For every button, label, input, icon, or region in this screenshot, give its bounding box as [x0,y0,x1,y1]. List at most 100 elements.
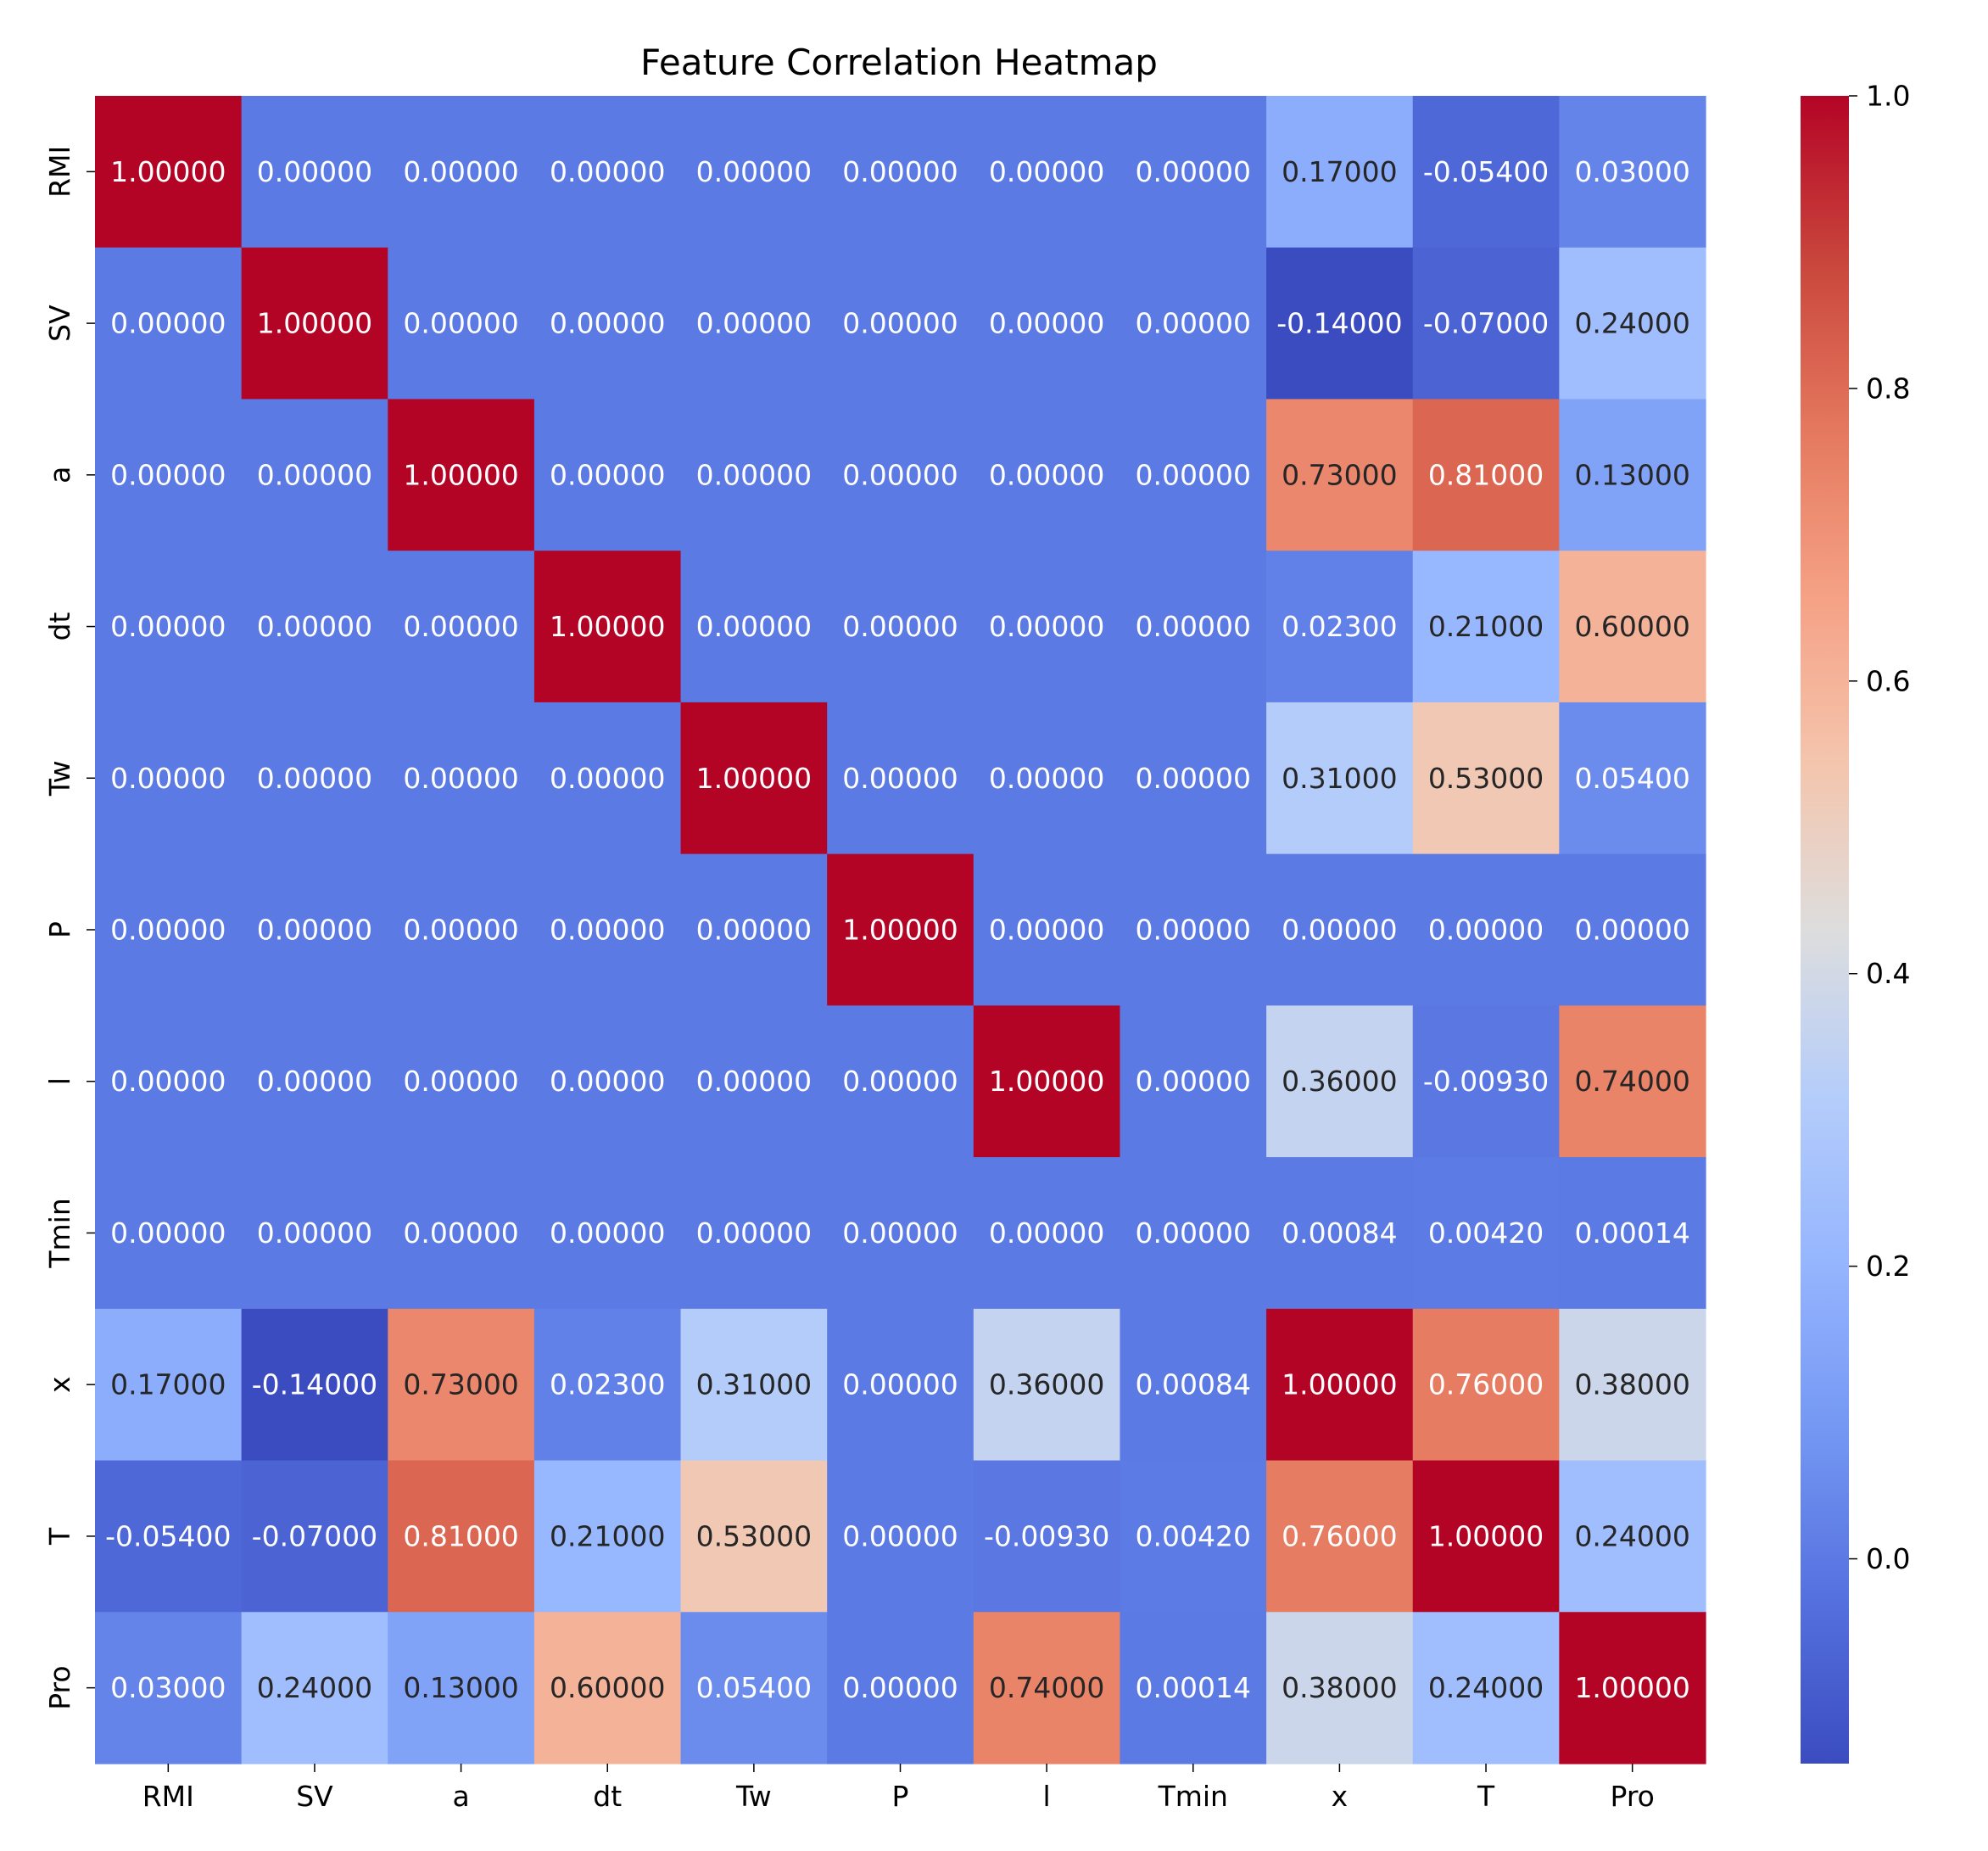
cell-value-label: 0.00000 [696,458,812,491]
y-tick-label: Pro [43,1665,76,1709]
heatmap-cell [1120,702,1267,855]
heatmap-cell [388,247,535,400]
heatmap-cell [95,1308,243,1462]
heatmap-cell [95,853,243,1006]
heatmap-cell [680,1460,828,1613]
cell-value-label: 0.21000 [1428,610,1544,643]
heatmap-cell [388,853,535,1006]
cell-value-label: 0.00420 [1428,1216,1544,1250]
cell-value-label: 0.00000 [696,155,812,188]
heatmap-cell [388,1612,535,1764]
cell-value-label: 0.00420 [1136,1519,1251,1552]
heatmap-cell [1266,702,1414,855]
heatmap-cell [95,1612,243,1764]
cell-value-label: 0.00000 [1136,155,1251,188]
colorbar-tick-label: 0.6 [1866,664,1910,697]
cell-value-label: 0.00000 [1136,1216,1251,1250]
heatmap-cell [827,1157,974,1310]
cell-value-label: 0.00000 [842,762,958,795]
y-tick-label: Tw [43,760,76,797]
cell-value-label: 0.74000 [989,1671,1104,1704]
heatmap-cell [388,96,535,249]
x-tick-label: Tmin [1158,1780,1228,1813]
cell-value-label: 0.00000 [550,458,665,491]
cell-value-label: 0.53000 [696,1519,812,1552]
colorbar-tick-label: 0.0 [1866,1542,1910,1575]
cell-value-label: 0.81000 [1428,458,1544,491]
cell-value-label: -0.00930 [984,1519,1109,1552]
x-tick-label: Tw [735,1780,772,1813]
cell-value-label: 0.74000 [1574,1065,1689,1098]
heatmap-cell [241,399,388,551]
cell-value-label: 0.00000 [257,458,372,491]
cell-value-label: 0.00000 [550,762,665,795]
heatmap-cell [827,1460,974,1613]
heatmap-cells [95,96,1706,1764]
cell-value-label: 0.60000 [550,1671,665,1704]
heatmap-cell [827,551,974,703]
cell-value-label: 0.00000 [989,762,1104,795]
heatmap-cell [533,1308,682,1462]
heatmap-cell [1412,551,1560,703]
heatmap-cell [533,702,682,855]
cell-value-label: 0.00000 [1136,610,1251,643]
heatmap-cell [241,1308,388,1462]
cell-value-label: 0.00000 [989,914,1104,947]
heatmap-cell [827,1308,974,1462]
cell-value-label: 0.00000 [1428,914,1544,947]
y-tick-label: a [43,467,76,484]
heatmap-cell-labels: 1.00000 0.00000 0.00000 0.00000 0.00000 0.000… [105,155,1690,1704]
cell-value-label: 0.03000 [1574,155,1689,188]
heatmap-cell [827,399,974,551]
heatmap-cell [680,853,828,1006]
cell-value-label: -0.07000 [252,1519,377,1552]
cell-value-label: 0.17000 [1282,155,1397,188]
cell-value-label: 0.00000 [403,307,518,340]
x-tick-label: l [1043,1780,1051,1813]
heatmap-cell [95,1005,243,1158]
colorbar-tick-label: 0.2 [1866,1250,1910,1283]
cell-value-label: 0.00000 [696,307,812,340]
heatmap-cell [973,1460,1121,1613]
cell-value-label: 1.00000 [1282,1368,1397,1401]
cell-value-label: 0.24000 [257,1671,372,1704]
cell-value-label: 0.00000 [110,1065,226,1098]
cell-value-label: 0.00000 [110,914,226,947]
cell-value-label: 0.73000 [403,1368,518,1401]
heatmap-cell [1266,853,1414,1006]
heatmap-cell [1120,399,1267,551]
heatmap-cell [533,1005,682,1158]
heatmap-cell [241,247,388,400]
cell-value-label: 0.00000 [403,155,518,188]
cell-value-label: 0.00000 [1574,914,1689,947]
y-tick-label: l [43,1077,76,1085]
cell-value-label: 0.38000 [1282,1671,1397,1704]
heatmap-cell [388,1460,535,1613]
x-tick-label: Pro [1611,1780,1655,1813]
cell-value-label: 0.24000 [1574,307,1689,340]
heatmap-cell [1559,551,1706,703]
heatmap-cell [241,1157,388,1310]
heatmap-cell [827,853,974,1006]
cell-value-label: 0.00000 [1136,307,1251,340]
heatmap-cell [241,702,388,855]
heatmap-cell [827,96,974,249]
cell-value-label: 0.31000 [1282,762,1397,795]
heatmap-cell [388,702,535,855]
heatmap-cell [827,1005,974,1158]
colorbar-tick-label: 1.0 [1866,80,1910,113]
cell-value-label: 0.00000 [842,307,958,340]
cell-value-label: 0.60000 [1574,610,1689,643]
heatmap-cell [1412,1157,1560,1310]
heatmap-cell [1559,1612,1706,1764]
heatmap-cell [680,1308,828,1462]
heatmap-cell [1266,1308,1414,1462]
heatmap-cell [1120,247,1267,400]
cell-value-label: 0.03000 [110,1671,226,1704]
heatmap-cell [1412,399,1560,551]
cell-value-label: -0.05400 [105,1519,231,1552]
cell-value-label: -0.14000 [1276,307,1402,340]
heatmap-cell [533,399,682,551]
heatmap-cell [827,247,974,400]
